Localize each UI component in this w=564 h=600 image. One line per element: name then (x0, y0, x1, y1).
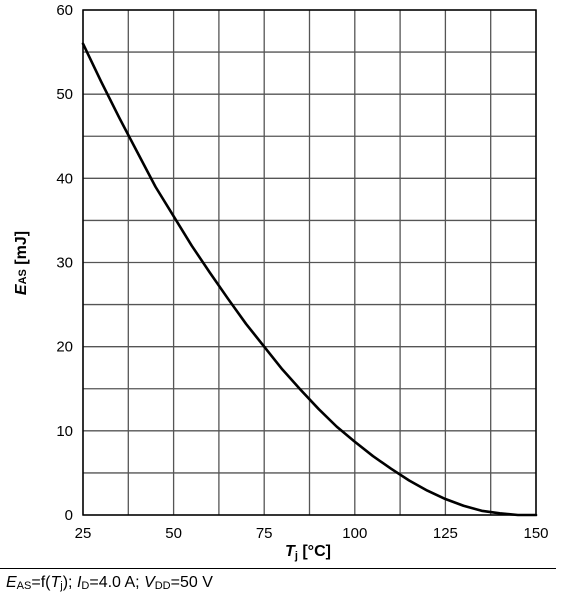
caption-vdd-symbol: V (144, 574, 155, 591)
caption-text-3: =4.0 A; (89, 574, 145, 591)
y-axis-subscript: AS (17, 269, 29, 284)
caption-eas-sub: AS (16, 580, 32, 592)
y-tick-label-4: 40 (56, 170, 73, 187)
series-line (81, 42, 538, 517)
caption-text-1: =f( (31, 574, 51, 591)
x-tick-label-5: 150 (523, 525, 548, 542)
caption-tj-symbol: T (50, 574, 61, 591)
caption-rule (0, 568, 556, 569)
y-tick-label-1: 10 (56, 423, 73, 440)
caption-vdd-sub: DD (154, 580, 171, 592)
y-axis-symbol: E (13, 283, 30, 295)
x-tick-label-1: 50 (165, 525, 182, 542)
x-axis-unit: [°C] (298, 543, 331, 560)
y-tick-labels: 0 10 20 30 40 50 60 (56, 2, 73, 524)
caption-text-4: =50 V (170, 574, 213, 591)
y-axis-label: EAS [mJ] (13, 231, 30, 295)
caption-id-sub: D (81, 580, 90, 592)
x-tick-label-4: 125 (433, 525, 458, 542)
grid-lines (82, 9, 537, 516)
x-axis-symbol: T (285, 543, 296, 560)
x-tick-labels: 25 50 75 100 125 150 (75, 525, 549, 542)
y-tick-label-6: 60 (56, 2, 73, 19)
caption-id-symbol: I (76, 574, 82, 591)
caption-eas-symbol: E (6, 574, 17, 591)
x-axis-label: Tj [°C] (285, 543, 331, 562)
caption-text-2: ); (62, 574, 77, 591)
x-tick-label-2: 75 (256, 525, 273, 542)
x-tick-label-0: 25 (75, 525, 92, 542)
y-tick-label-5: 50 (56, 86, 73, 103)
y-tick-label-2: 20 (56, 339, 73, 356)
chart: 0 10 20 30 40 50 60 25 50 75 100 125 150 EAS [mJ] T… (13, 2, 549, 562)
x-axis-subscript: j (294, 550, 298, 562)
caption-tj-sub: j (60, 580, 63, 592)
y-tick-label-0: 0 (65, 507, 73, 524)
plot-frame (82, 9, 537, 516)
y-axis-unit: [mJ] (13, 231, 30, 269)
x-tick-label-3: 100 (342, 525, 367, 542)
caption: EAS=f(Tj); ID=4.0 A; VDD=50 V (6, 573, 213, 593)
y-tick-label-3: 30 (56, 255, 73, 272)
